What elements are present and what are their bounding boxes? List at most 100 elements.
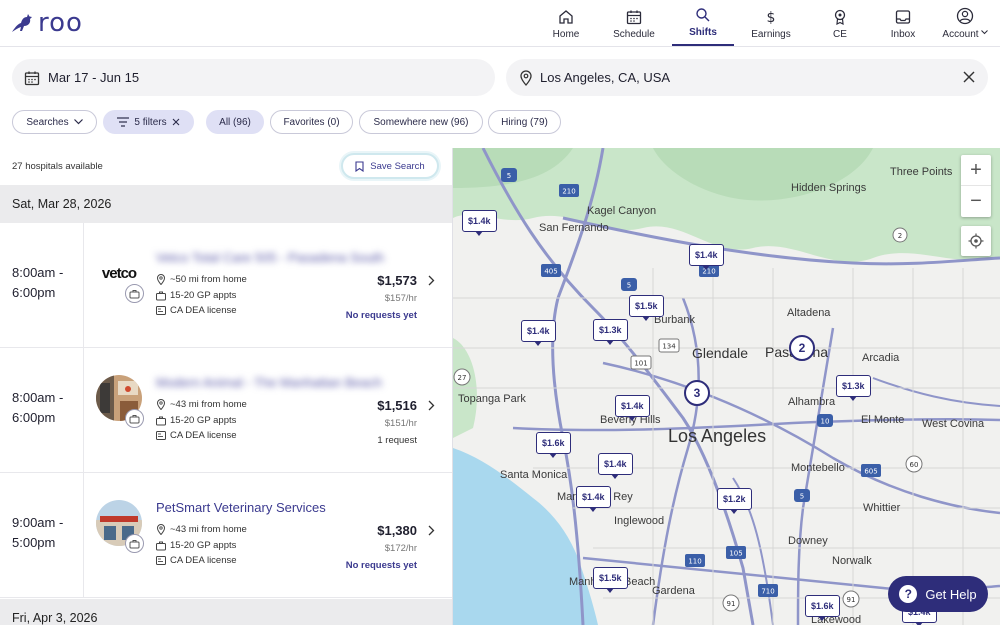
shift-rate: $172/hr [384,543,417,554]
shift-row[interactable]: 9:00am - 5:00pm PetSmart Veterinary Serv… [0,473,452,598]
license-text: CA DEA license [170,305,237,316]
nav-earnings[interactable]: $ Earnings [748,0,794,46]
svg-text:710: 710 [761,588,774,596]
svg-text:5: 5 [800,493,804,501]
get-help-button[interactable]: ? Get Help [888,576,988,612]
nav-home[interactable]: Home [548,0,584,46]
license-text: CA DEA license [170,430,237,441]
svg-text:2: 2 [898,232,902,240]
hospital-name[interactable]: Modern Animal - The Manhattan Beach [156,375,382,390]
close-icon[interactable] [172,118,180,126]
search-icon [696,8,710,22]
top-nav-bar: roo Home Schedule Shifts $ Earnings CE I… [0,0,1000,47]
map-label: Whittier [863,502,901,514]
distance-text: ~50 mi from home [170,274,247,285]
chip-favorites[interactable]: Favorites (0) [270,110,353,134]
shift-time-start: 9:00am - [12,515,64,530]
briefcase-icon [156,541,166,550]
roo-logo[interactable]: roo [10,8,83,38]
save-search-button[interactable]: Save Search [341,153,439,179]
map-label: West Covina [922,418,985,430]
shift-time: 8:00am - 6:00pm [12,388,82,428]
nav-schedule[interactable]: Schedule [608,0,660,46]
price-pin[interactable]: $1.4k [462,210,497,236]
shift-row[interactable]: 8:00am - 6:00pm Modern Animal - The Manh… [0,348,452,473]
chevron-down-icon [980,30,988,35]
chip-favorites-label: Favorites (0) [283,116,340,128]
price-pin[interactable]: $1.6k [805,595,840,621]
nav-schedule-label: Schedule [613,29,655,40]
shift-rate: $151/hr [384,418,417,429]
svg-text:10: 10 [821,418,830,426]
price-pin[interactable]: $1.4k [521,320,556,346]
price-pin[interactable]: $1.6k [536,432,571,458]
chip-all[interactable]: All (96) [206,110,264,134]
price-pin[interactable]: $1.4k [576,486,611,512]
shift-price: $1,573 [377,273,417,288]
nav-inbox[interactable]: Inbox [886,0,920,46]
hospital-name[interactable]: PetSmart Veterinary Services [156,500,326,515]
chevron-right-icon[interactable] [428,525,435,536]
filters-button[interactable]: 5 filters [103,110,194,134]
map-label: Downey [788,535,828,547]
appts-text: 15-20 GP appts [170,290,237,301]
nav-shifts-label: Shifts [689,27,717,38]
map-base: 5 210 405 5 134 101 2 27 210 10 605 60 1… [453,148,1000,625]
hospital-name[interactable]: Vetco Total Care 505 - Pasadena South [156,250,385,265]
chip-somewhere-new[interactable]: Somewhere new (96) [359,110,483,134]
locate-me-button[interactable] [961,226,991,256]
close-icon[interactable] [962,70,976,84]
inbox-icon [895,10,911,24]
chevron-right-icon[interactable] [428,400,435,411]
price-pin[interactable]: $1.5k [593,567,628,593]
price-pin[interactable]: $1.5k [629,295,664,321]
map-label: Norwalk [832,555,872,567]
nav-inbox-label: Inbox [890,29,916,40]
distance-text: ~43 mi from home [170,524,247,535]
price-pin[interactable]: $1.4k [689,244,724,270]
appts-line: 15-20 GP appts [156,290,236,301]
map-cluster[interactable]: 2 [789,335,815,361]
location-field[interactable]: Los Angeles, CA, USA [506,59,988,96]
nav-account-label-wrap: Account [942,29,988,40]
row-divider [83,473,84,597]
appts-line: 15-20 GP appts [156,415,236,426]
briefcase-icon [129,289,140,298]
id-card-icon [156,306,166,315]
map-label: El Monte [861,414,905,426]
price-pin[interactable]: $1.2k [717,488,752,514]
briefcase-icon [156,291,166,300]
searches-dropdown[interactable]: Searches [12,110,97,134]
license-line: CA DEA license [156,430,237,441]
price-pin[interactable]: $1.3k [836,375,871,401]
chip-hiring[interactable]: Hiring (79) [488,110,561,134]
svg-text:91: 91 [727,600,736,608]
logo-text: roo [38,8,83,38]
appts-line: 15-20 GP appts [156,540,236,551]
zoom-out-button[interactable]: − [970,190,982,212]
map-view[interactable]: 5 210 405 5 134 101 2 27 210 10 605 60 1… [453,148,1000,625]
shift-row[interactable]: 8:00am - 6:00pm vetco Vetco Total Care 5… [0,223,452,348]
date-range-field[interactable]: Mar 17 - Jun 15 [12,59,495,96]
road-shield: 5 [507,172,511,180]
price-pin[interactable]: $1.3k [593,319,628,345]
map-label: Hidden Springs [791,182,867,194]
nav-account[interactable]: Account [936,0,994,46]
filters-label: 5 filters [134,116,167,128]
map-cluster[interactable]: 3 [684,380,710,406]
nav-home-label: Home [552,29,580,40]
searches-label: Searches [26,116,69,128]
chevron-right-icon[interactable] [428,275,435,286]
calendar-icon [626,10,642,25]
vetco-logo-text: vetco [101,264,137,282]
zoom-controls: + − [961,155,991,217]
svg-text:60: 60 [910,461,919,469]
nav-ce-label: CE [833,29,847,40]
price-pin[interactable]: $1.4k [615,395,650,421]
price-pin[interactable]: $1.4k [598,453,633,479]
nav-shifts[interactable]: Shifts [672,0,734,46]
nav-ce[interactable]: CE [828,0,852,46]
zoom-in-button[interactable]: + [961,155,991,186]
svg-text:$: $ [767,10,776,25]
svg-text:110: 110 [688,558,701,566]
